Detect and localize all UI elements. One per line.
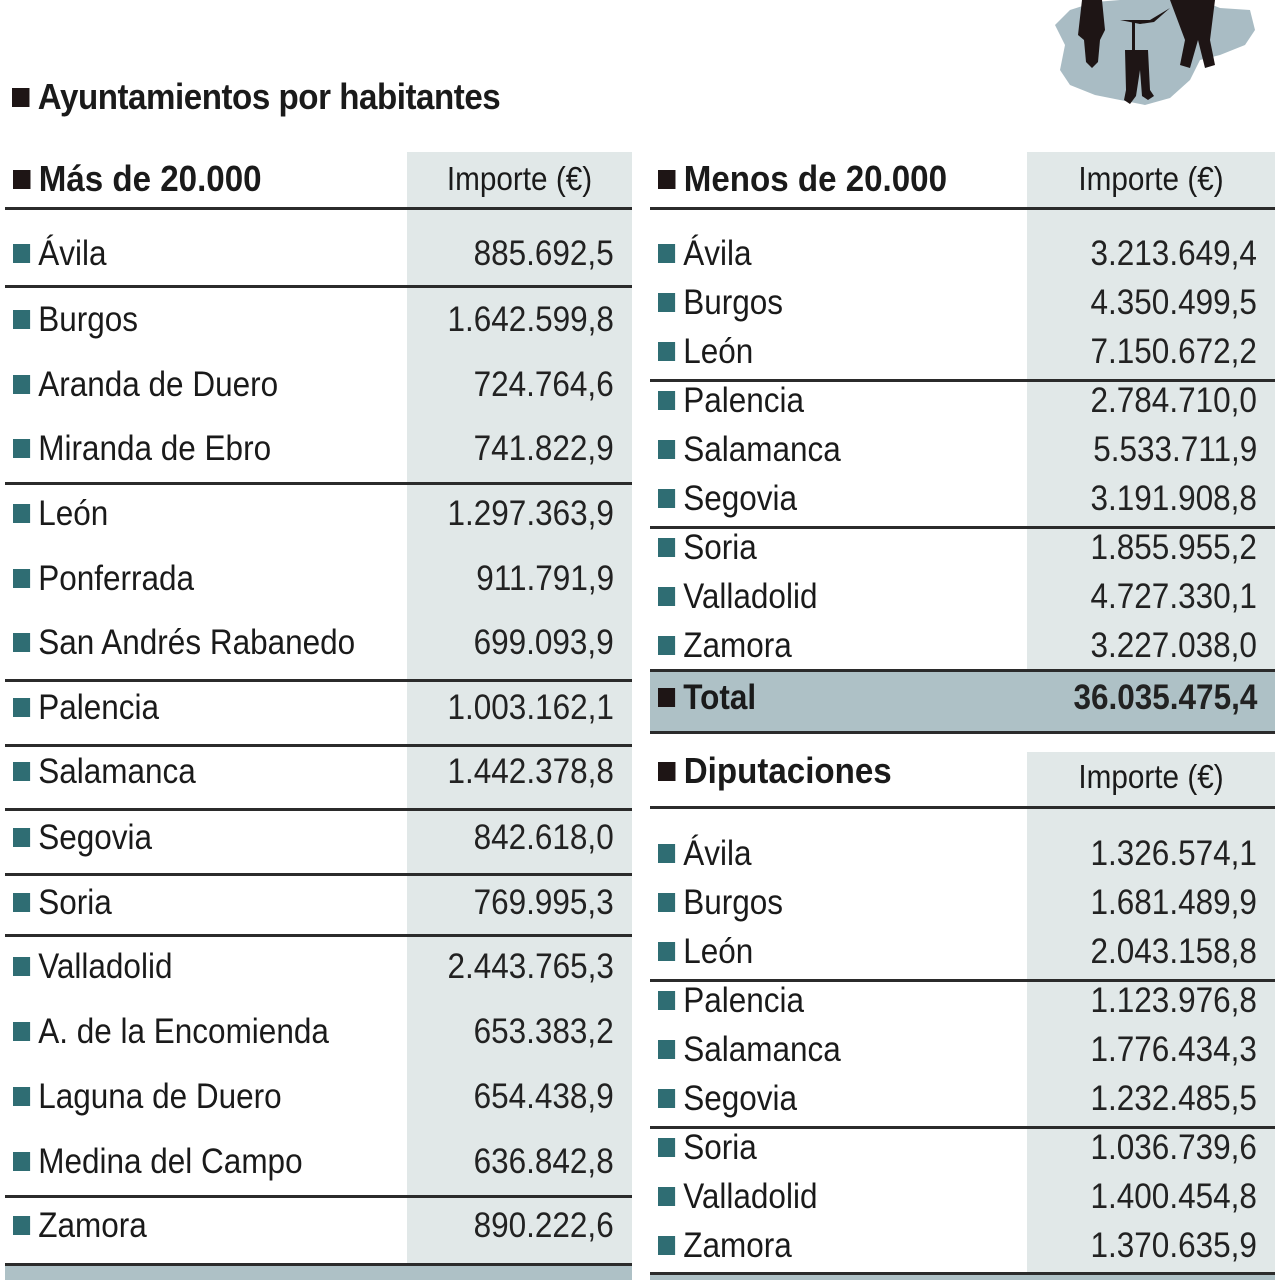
bullet-icon [658,636,676,656]
bullet-icon [13,310,31,330]
bullet-icon [658,1040,676,1060]
table-heading: Menos de 20.000 [658,158,947,200]
bullet-icon [13,957,31,977]
bullet-icon [658,440,676,460]
column-header-importe: Importe (€) [446,160,593,197]
bullet-icon [12,87,30,107]
table-mas-de-20000: Más de 20.000 Importe (€) Ávila 885.692,5… [5,152,632,1280]
group-divider [5,808,632,811]
bullet-icon [13,762,31,782]
bullet-icon [13,633,31,653]
column-header-importe: Importe (€) [1078,758,1224,795]
table-header: Más de 20.000 Importe (€) [5,152,632,210]
table-header: Menos de 20.000 Importe (€) [650,152,1275,210]
bullet-icon [13,1087,31,1107]
group-divider [5,1195,632,1198]
bullet-icon [13,1152,31,1172]
bullet-icon [658,688,676,708]
bullet-icon [13,1022,31,1042]
total-row: Total 36.035.475,4 [650,669,1275,734]
group-divider [650,379,1275,382]
group-divider [5,873,632,876]
total-row: Total16.239.936,5 [5,1263,632,1280]
table-heading: Más de 20.000 [13,158,262,200]
bullet-icon [13,375,31,395]
bullet-icon [658,244,676,264]
group-divider [650,979,1275,982]
bullet-icon [658,169,676,189]
bullet-icon [658,1187,676,1207]
column-header-importe: Importe (€) [1078,160,1224,197]
group-divider [5,744,632,747]
map-silhouettes-illustration [1055,0,1255,105]
bullet-icon [658,587,676,607]
bullet-icon [658,538,676,558]
table-header: Diputaciones Importe (€) [650,750,1275,809]
group-divider [650,526,1275,529]
group-divider [5,482,632,485]
bullet-icon [658,489,676,509]
group-divider [5,679,632,682]
total-row [650,1272,1275,1280]
bullet-icon [13,169,31,189]
bullet-icon [13,504,31,524]
bullet-icon [658,1138,676,1158]
importe-column-shade [1027,152,1275,734]
bullet-icon [13,439,31,459]
group-divider [5,934,632,937]
bullet-icon [658,391,676,411]
group-divider [650,1126,1275,1129]
bullet-icon [13,244,31,264]
bullet-icon [658,293,676,313]
main-title-text: Ayuntamientos por habitantes [37,76,501,117]
main-title: Ayuntamientos por habitantes [12,76,501,118]
group-divider [5,285,632,288]
table-menos-de-20000: Menos de 20.000 Importe (€) Ávila 3.213.6… [650,152,1275,734]
table-heading: Diputaciones [658,750,892,792]
bullet-icon [658,1236,676,1256]
bullet-icon [658,893,676,913]
bullet-icon [658,1089,676,1109]
bullet-icon [658,761,676,781]
bullet-icon [13,569,31,589]
bullet-icon [658,942,676,962]
table-diputaciones: Diputaciones Importe (€) Ávila 1.326.574,… [650,750,1275,1280]
bullet-icon [13,698,31,718]
bullet-icon [13,1216,31,1236]
bullet-icon [13,893,31,913]
bullet-icon [13,828,31,848]
bullet-icon [658,844,676,864]
bullet-icon [658,991,676,1011]
bullet-icon [658,342,676,362]
importe-column-shade [407,152,632,1280]
importe-column-shade [1027,752,1275,1280]
